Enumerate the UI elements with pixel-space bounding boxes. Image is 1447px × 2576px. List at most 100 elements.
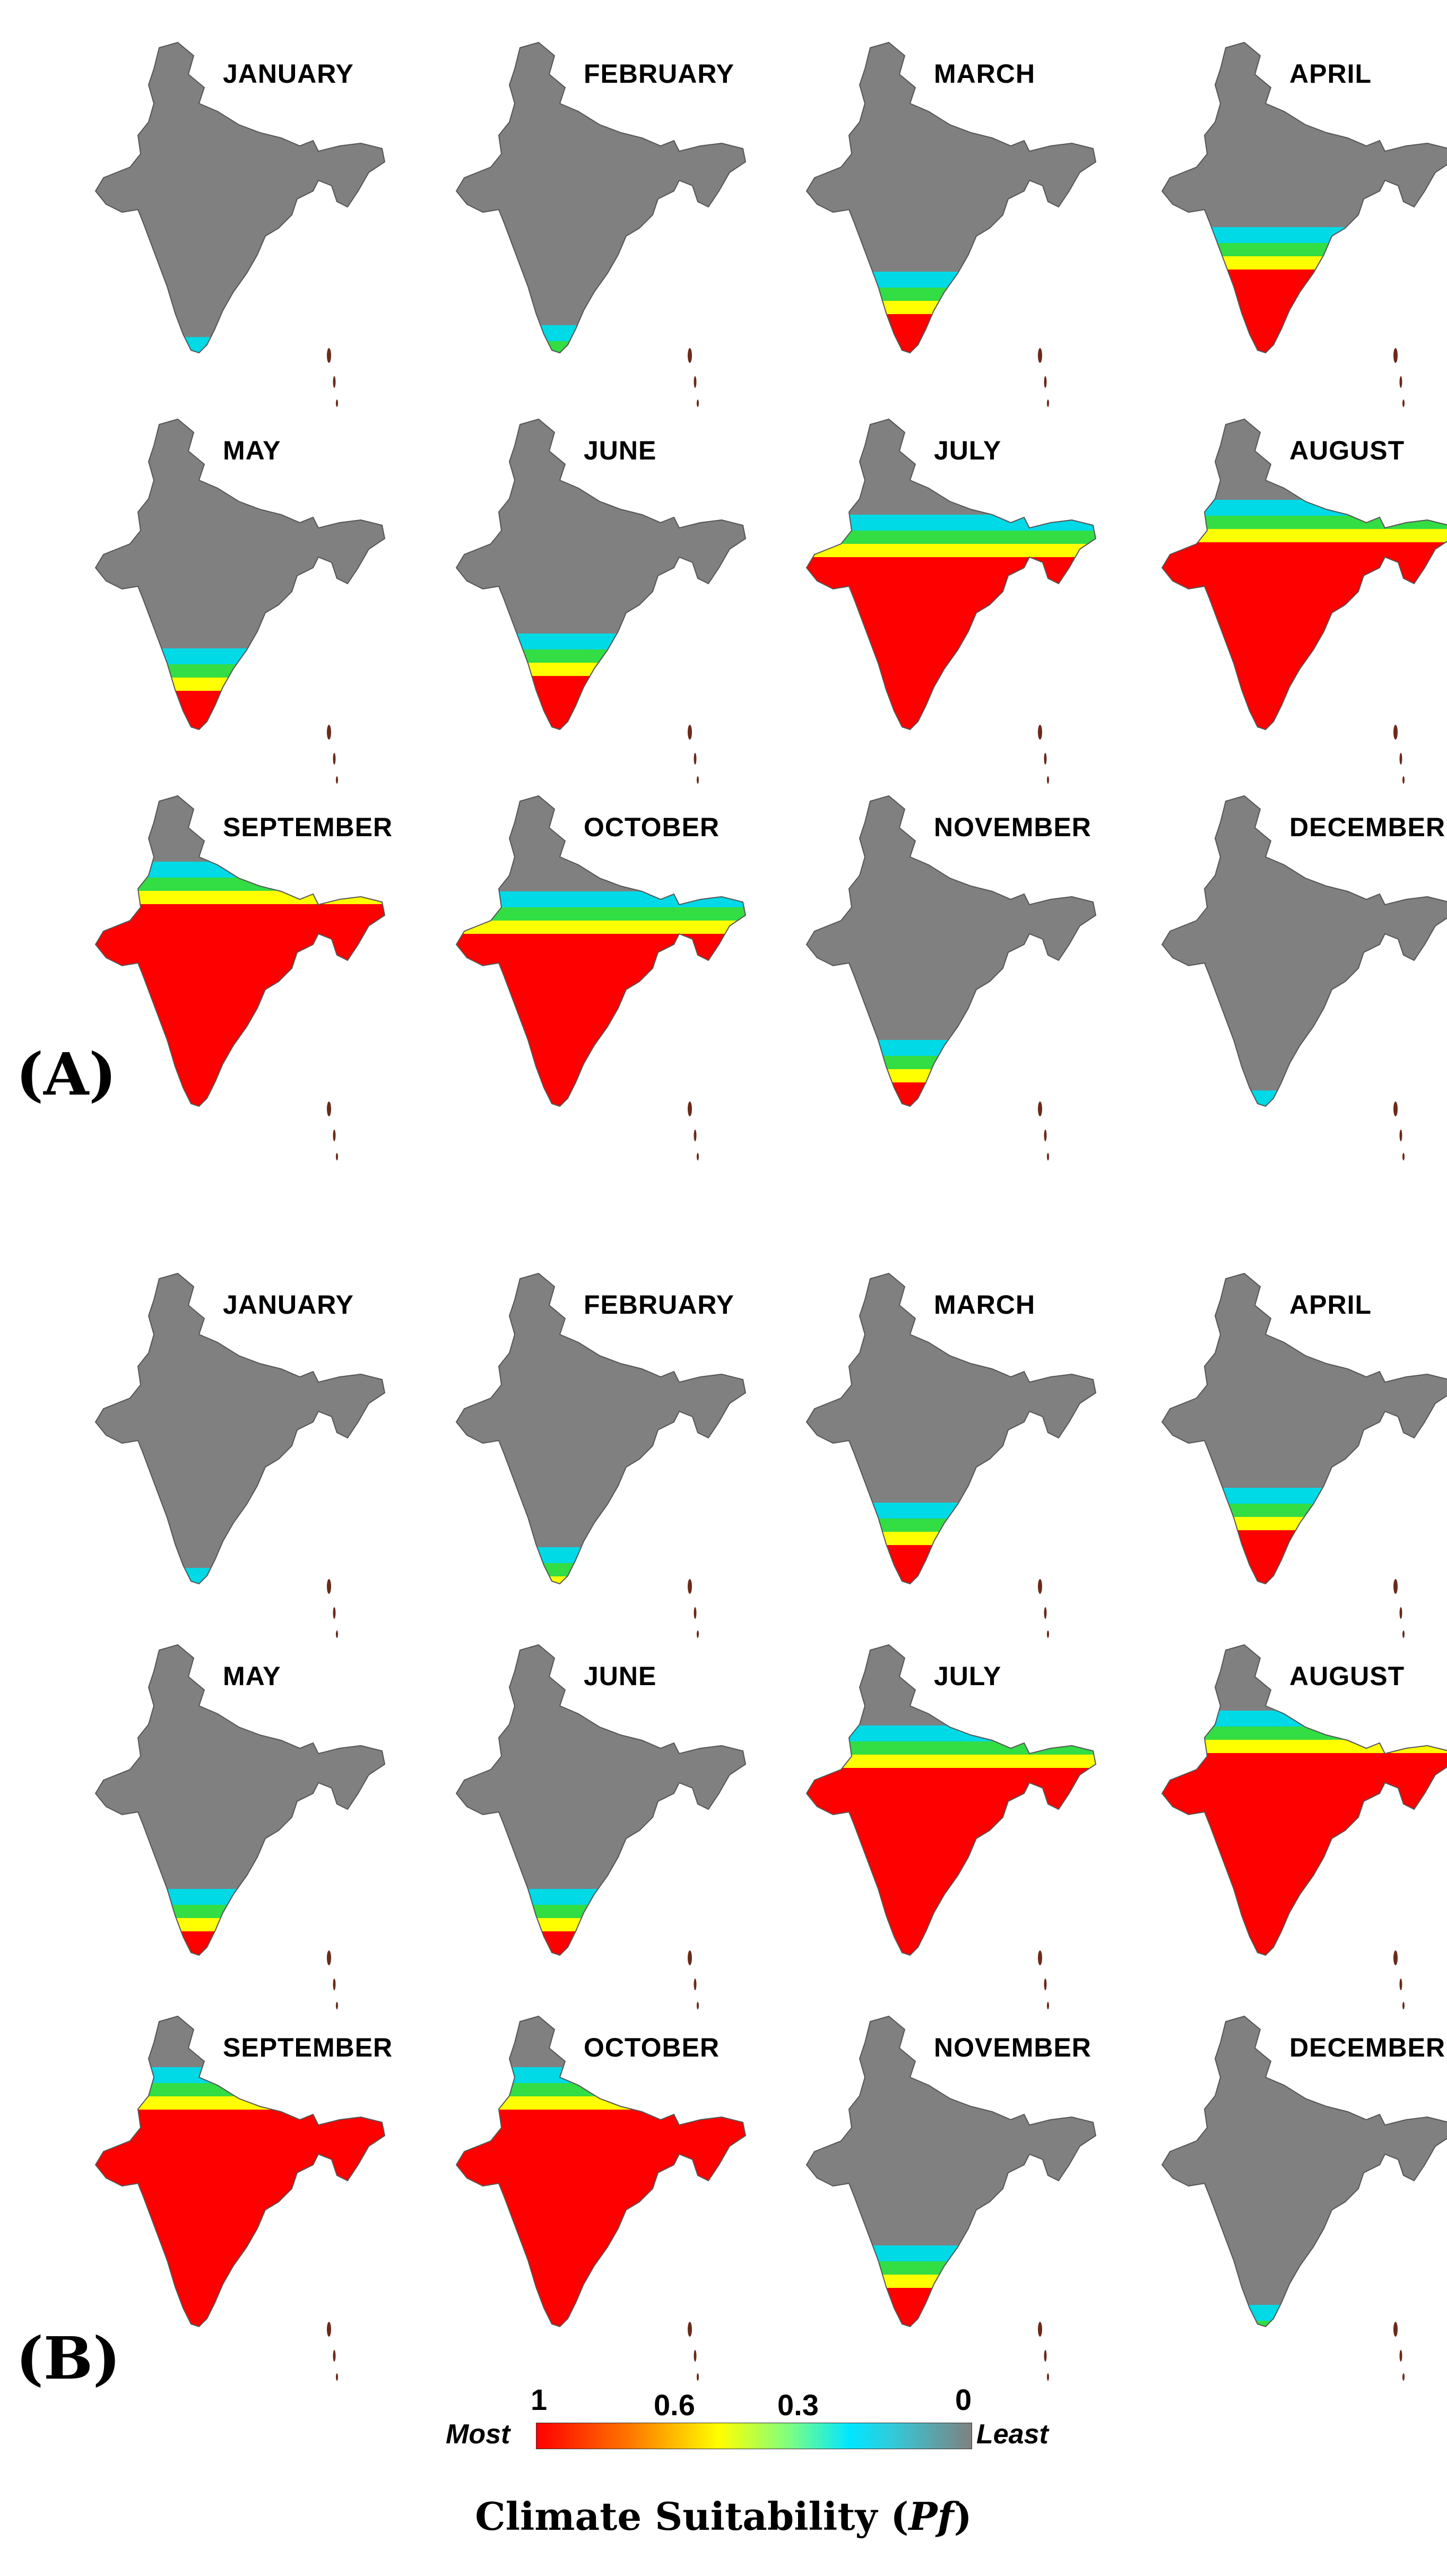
india-outline: [1161, 1644, 1447, 1956]
india-land: [96, 1645, 385, 1955]
india-map: [805, 2015, 1097, 2381]
india-outline: [455, 418, 747, 731]
month-label: OCTOBER: [584, 2033, 720, 2062]
india-map: [94, 418, 386, 784]
india-land: [456, 1645, 746, 1955]
map-april: APRIL: [1130, 1263, 1447, 1645]
island: [688, 1579, 692, 1594]
map-june: JUNE: [424, 1634, 753, 2016]
island: [1038, 1950, 1042, 1965]
island: [1044, 1607, 1047, 1619]
island: [327, 1950, 331, 1965]
month-label: APRIL: [1289, 1290, 1372, 1320]
island: [697, 400, 699, 407]
map-august: AUGUST: [1130, 1634, 1447, 2016]
month-label: FEBRUARY: [584, 1290, 734, 1320]
india-outline: [1161, 418, 1447, 731]
suitability-band-upper: [807, 2275, 1096, 2327]
month-label: AUGUST: [1289, 436, 1405, 465]
india-land: [96, 42, 385, 353]
india-map: [805, 795, 1097, 1160]
suitability-band-upper: [96, 1918, 385, 1955]
island: [327, 1101, 331, 1116]
india-outline: [94, 795, 386, 1107]
india-map: [805, 41, 1097, 407]
india-outline: [1161, 795, 1447, 1107]
map-august: AUGUST: [1130, 409, 1447, 791]
month-label: JANUARY: [223, 1290, 354, 1320]
india-outline: [94, 41, 386, 354]
island: [336, 1153, 338, 1160]
india-outline: [805, 795, 1097, 1107]
island: [333, 2350, 336, 2362]
india-outline: [455, 795, 747, 1107]
island: [1044, 376, 1047, 388]
india-map: [1161, 795, 1447, 1160]
map-november: NOVEMBER: [775, 2006, 1104, 2388]
map-march: MARCH: [775, 32, 1104, 414]
india-map: [455, 795, 747, 1160]
island: [697, 2373, 699, 2381]
month-label: JUNE: [584, 1661, 657, 1691]
month-label: MAY: [223, 436, 281, 465]
map-april: APRIL: [1130, 32, 1447, 414]
island: [688, 1101, 692, 1116]
suitability-band-low: [96, 1568, 385, 1584]
suitability-band-high: [456, 2110, 746, 2327]
india-outline: [94, 2015, 386, 2328]
india-map: [455, 1644, 747, 2009]
island: [697, 776, 699, 784]
map-january: JANUARY: [64, 1263, 393, 1645]
suitability-band-high: [807, 2288, 1096, 2327]
island: [688, 2322, 692, 2337]
island: [1047, 2373, 1049, 2381]
suitability-band-upper: [807, 1532, 1096, 1584]
map-february: FEBRUARY: [424, 32, 753, 414]
india-map: [455, 418, 747, 784]
suitability-band-mid: [1162, 2321, 1447, 2327]
map-march: MARCH: [775, 1263, 1104, 1645]
india-land: [96, 1273, 385, 1584]
india-outline: [455, 2015, 747, 2328]
india-outline: [94, 1272, 386, 1585]
island: [336, 2373, 338, 2381]
island: [1038, 1101, 1042, 1116]
island: [1038, 1579, 1042, 1594]
island: [1399, 753, 1402, 765]
india-land: [456, 42, 746, 353]
suitability-band-high: [96, 1931, 385, 1955]
suitability-band-low: [96, 1889, 385, 1955]
month-label: JUNE: [584, 436, 657, 465]
india-land: [1162, 2016, 1447, 2327]
month-label: DECEMBER: [1289, 2033, 1446, 2062]
island: [1402, 2002, 1405, 2009]
island: [1399, 2350, 1402, 2362]
month-label: MAY: [223, 1661, 281, 1691]
legend-tick-0-6: 0.6: [654, 2388, 695, 2422]
legend-title: Climate Suitability (Pf): [475, 2494, 972, 2539]
india-outline: [455, 41, 747, 354]
island: [688, 348, 692, 363]
suitability-band-mid: [96, 1905, 385, 1955]
island: [697, 2002, 699, 2009]
month-label: MARCH: [934, 1290, 1036, 1320]
month-label: DECEMBER: [1289, 812, 1446, 842]
island: [694, 1979, 697, 1990]
suitability-band-upper: [1130, 2334, 1447, 2388]
india-map: [1130, 2015, 1447, 2388]
india-outline: [805, 418, 1097, 731]
island: [1047, 776, 1049, 784]
india-outline: [805, 2015, 1097, 2328]
island: [1044, 1979, 1047, 1990]
india-outline: [94, 418, 386, 731]
island: [336, 1630, 338, 1638]
island: [694, 1130, 697, 1141]
island: [1044, 2350, 1047, 2362]
island: [1393, 1101, 1398, 1116]
suitability-band-mid: [456, 1905, 746, 1955]
island: [333, 753, 336, 765]
island: [1399, 1130, 1402, 1141]
map-november: NOVEMBER: [775, 785, 1104, 1167]
suitability-band-mid: [456, 1563, 746, 1584]
island: [1402, 1630, 1405, 1638]
